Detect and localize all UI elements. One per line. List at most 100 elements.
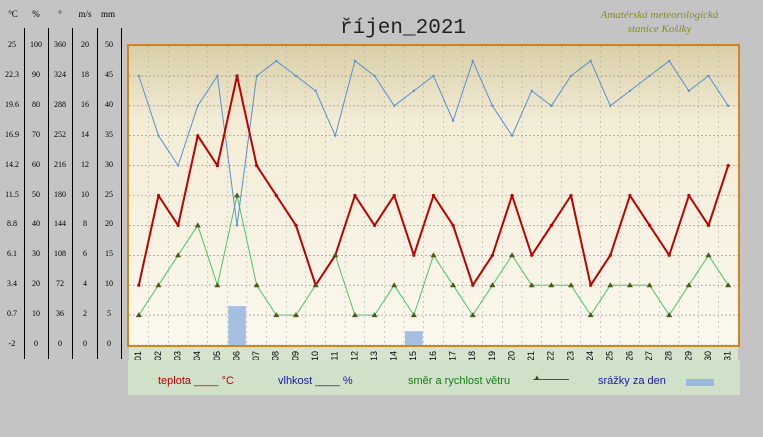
humidity-point [393, 104, 396, 108]
scale-tick-humidity: 90 [32, 69, 40, 79]
temperature-point [215, 164, 220, 168]
temperature-point [687, 193, 691, 198]
scale-tick-humidity: 10 [32, 309, 40, 319]
legend: teplota ____ °C vlhkost ____ % směr a ry… [128, 360, 740, 395]
humidity-point [235, 224, 239, 227]
wind-direction-marker [705, 252, 712, 258]
x-tick-label: 15 [408, 351, 418, 361]
temperature-point [530, 253, 534, 257]
wind-direction-marker [469, 312, 476, 318]
scale-tick-temp: 0.7 [7, 309, 17, 319]
x-tick-label: 16 [428, 351, 438, 361]
legend-wind-line [533, 379, 569, 380]
scale-tick-rain: 50 [105, 40, 113, 49]
humidity-point [451, 119, 455, 122]
humidity-point [550, 104, 553, 108]
humidity-point [707, 74, 710, 78]
scale-tick-rain: 30 [105, 159, 113, 169]
x-tick-label: 17 [448, 351, 458, 361]
legend-humidity: vlhkost ____ % [278, 375, 353, 387]
unit-rain: mm [100, 9, 115, 19]
scale-tick-direction: 180 [54, 189, 66, 199]
scale-tick-temp: 25 [8, 40, 16, 49]
scale-tick-wind: 20 [81, 40, 89, 49]
scale-tick-humidity: 70 [32, 129, 40, 139]
x-tick-label: 19 [487, 351, 497, 361]
wind-direction-marker [135, 312, 142, 318]
wind-direction-marker [371, 312, 378, 318]
wind-direction-marker [332, 252, 339, 258]
humidity-point [176, 164, 180, 167]
x-tick-label: 26 [624, 351, 634, 361]
wind-direction-marker [568, 282, 575, 288]
scale-tick-rain: 25 [105, 189, 113, 199]
x-tick-label: 14 [389, 351, 399, 361]
rain-bar [405, 331, 423, 345]
humidity-point [294, 74, 298, 78]
humidity-point [314, 89, 317, 93]
temperature-point [274, 193, 278, 198]
axis-scales: °C % ° m/s mm 25 22.3 19.6 16.9 14.2 11.5 8.8 6… [0, 0, 122, 360]
wind-direction-marker [587, 312, 594, 318]
wind-direction-marker [175, 252, 182, 258]
humidity-point [569, 74, 573, 78]
scale-divider [72, 28, 73, 359]
temperature-point [294, 223, 298, 227]
temperature-point [235, 74, 239, 78]
x-tick-label: 12 [349, 351, 359, 361]
wind-direction-marker [725, 282, 732, 288]
wind-direction-marker [548, 282, 555, 288]
scale-tick-rain: 15 [105, 249, 113, 259]
temperature-point [196, 134, 200, 138]
temperature-point [706, 223, 711, 227]
humidity-point [668, 59, 671, 63]
wind-direction-marker [194, 222, 201, 228]
humidity-point [726, 104, 730, 108]
scale-tick-wind: 4 [83, 279, 87, 289]
x-tick-label: 03 [172, 351, 182, 361]
unit-temp: °C [8, 9, 18, 19]
wind-direction-marker [607, 282, 614, 288]
x-tick-label: 10 [310, 351, 320, 361]
humidity-point [137, 74, 141, 78]
humidity-point [609, 104, 612, 108]
temperature-point [569, 193, 573, 198]
x-tick-label: 13 [369, 351, 379, 361]
wind-direction-marker [234, 192, 241, 198]
x-tick-label: 08 [271, 351, 281, 361]
unit-direction: ° [58, 9, 62, 19]
scale-tick-wind: 0 [83, 339, 87, 348]
scale-tick-direction: 360 [54, 40, 66, 49]
wind-direction-marker [685, 282, 692, 288]
temperature-point [372, 223, 377, 227]
temperature-point [667, 253, 671, 257]
rain-bar [228, 306, 246, 345]
humidity-point [353, 59, 357, 63]
humidity-point [530, 89, 533, 93]
scale-divider [48, 28, 49, 359]
x-tick-label: 04 [192, 351, 202, 361]
scale-tick-wind: 16 [81, 99, 89, 109]
scale-tick-humidity: 0 [34, 339, 38, 348]
scale-tick-rain: 45 [105, 69, 113, 79]
temperature-point [451, 223, 455, 227]
temperature-point [471, 283, 475, 287]
humidity-point [373, 74, 376, 78]
temperature-point [392, 193, 396, 198]
scale-divider [121, 28, 122, 359]
legend-temp: teplota ____ °C [158, 375, 234, 387]
wind-direction-marker [253, 282, 260, 288]
humidity-point [648, 74, 651, 78]
scale-divider [24, 28, 25, 359]
scale-tick-humidity: 50 [32, 189, 40, 199]
scale-tick-humidity: 40 [32, 219, 40, 229]
scale-tick-wind: 14 [81, 129, 89, 139]
x-tick-label: 21 [526, 351, 536, 361]
x-tick-label: 23 [565, 351, 575, 361]
scale-tick-direction: 0 [58, 339, 62, 348]
temperature-point [431, 193, 436, 198]
humidity-point [510, 134, 514, 137]
scale-tick-wind: 18 [81, 69, 89, 79]
x-tick-label: 06 [231, 351, 241, 361]
